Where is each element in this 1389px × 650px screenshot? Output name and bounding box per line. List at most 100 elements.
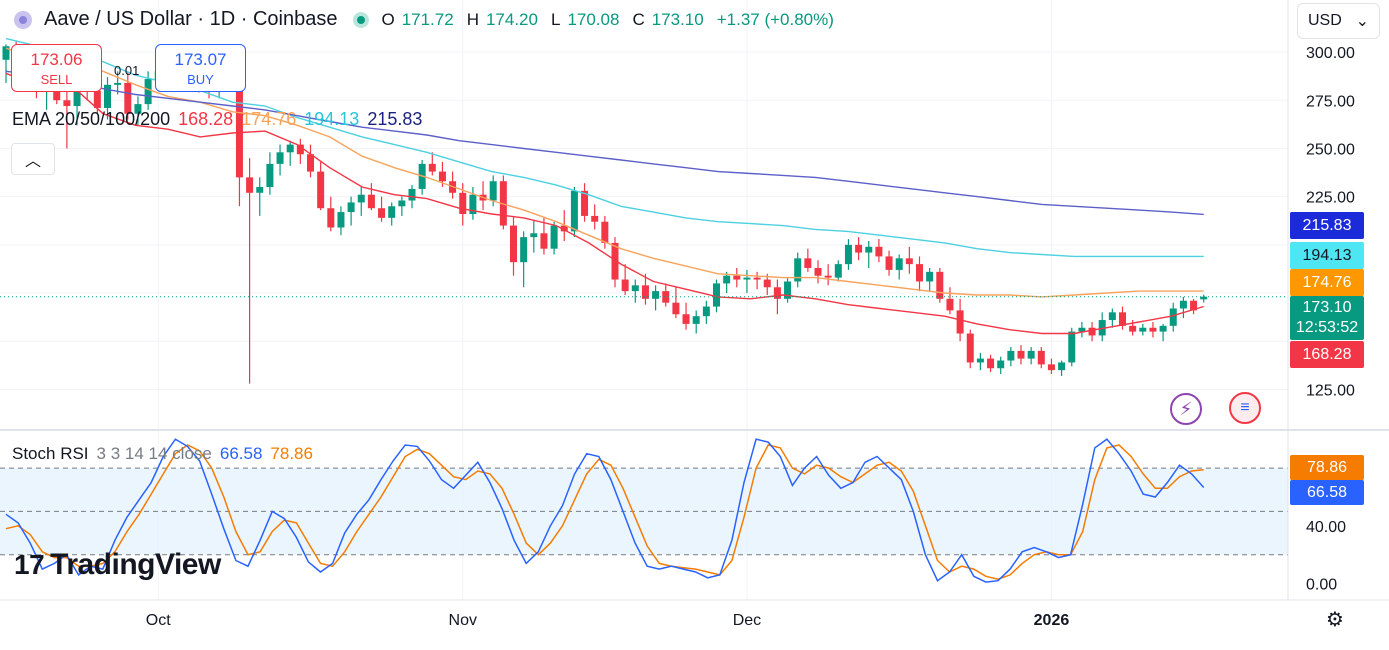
stoch-k-price-tag: 66.58 [1290,480,1364,505]
candle-body [53,84,61,101]
ema200-line [5,70,1204,216]
ema50-value: 174.76 [241,109,297,129]
candle-body [2,46,10,60]
candle-body [1179,300,1187,309]
candle-body [104,84,111,108]
candle-body [1068,331,1076,363]
candle-body [794,258,802,282]
stoch-d-price-tag: 78.86 [1290,455,1364,480]
sell-button[interactable]: 173.06 SELL [11,44,102,92]
candle-body [388,206,396,218]
chevron-up-icon: ︿ [24,153,41,170]
candle-body [73,79,81,107]
aave-logo-icon [14,10,32,29]
candle-body [93,90,101,108]
stoch-name: Stoch RSI [12,444,89,463]
ema200-price-tag: 215.83 [1290,212,1364,239]
ema-legend[interactable]: EMA 20/50/100/200 168.28 174.76 194.13 2… [12,109,422,130]
candle-body [1058,362,1066,371]
candle-body [743,277,751,280]
stoch-tick-label: 0.00 [1306,577,1337,594]
candle-body [804,258,812,268]
candle-body [692,316,700,324]
market-status-icon[interactable] [353,11,370,28]
candle-body [530,233,538,238]
candle-body [946,298,954,311]
candle-body [1159,325,1167,332]
ema100-value: 194.13 [304,109,360,129]
candle-body [1088,327,1096,336]
stoch-k-line [5,438,1205,583]
candle-body [246,177,254,193]
last-price-value: 173.10 [1302,299,1352,316]
time-tick-label: Nov [449,612,477,629]
candle-body [1200,296,1208,300]
time-tick-label: Oct [146,612,171,629]
last-price-tag: 173.10 12:53:52 [1290,296,1364,340]
price-tick-label: 225.00 [1306,190,1355,207]
candle-body [570,190,578,232]
stoch-d-line [5,444,1204,580]
open-value: 171.72 [401,9,454,29]
ohlc-values: O 171.72 H 174.20 L 170.08 C 173.10 +1.37 (+… [381,10,833,30]
candle-body [702,306,710,317]
candle-body [652,291,660,299]
price-axis-labels: 300.00 275.00 250.00 225.00 125.00 [1306,45,1355,399]
sell-label: SELL [40,71,73,87]
candle-body [459,192,467,214]
ema-lines [5,37,1204,335]
low-label: L [550,9,561,29]
candle-body [347,202,355,213]
collapse-legend-button[interactable]: ︿ [11,143,55,175]
chevron-down-icon: ⌄ [1355,13,1369,30]
stoch-rsi-legend[interactable]: Stoch RSI 3 3 14 14 close 66.58 78.86 [12,444,313,464]
price-tick-label: 125.00 [1306,382,1355,399]
tradingview-logo-text: TradingView [50,548,221,581]
candle-body [378,208,386,218]
candle-body [966,333,974,363]
candle-body [469,194,477,214]
candle-body [134,104,142,114]
candle-body [824,275,832,278]
candle-body [855,244,863,253]
candle-body [114,82,122,85]
candle-body [773,287,781,299]
candle-body [337,212,345,228]
lightning-icon[interactable]: ⚡ [1170,393,1202,425]
chart-header: Aave / US Dollar · 1D · Coinbase O 171.72… [14,8,834,31]
candle-body [662,291,670,303]
currency-select[interactable]: USD ⌄ [1297,3,1380,39]
buy-button[interactable]: 173.07 BUY [155,44,246,92]
candle-body [733,275,741,280]
candle-body [235,80,243,178]
open-label: O [381,9,395,29]
candle-body [997,360,1005,369]
price-tick-label: 300.00 [1306,45,1355,62]
ema50-line [5,47,1204,298]
candle-body [1169,308,1177,326]
tradingview-logo[interactable]: 17 TradingView [14,548,221,582]
candle-body [560,225,568,232]
stoch-d-value: 78.86 [270,444,313,463]
symbol-title[interactable]: Aave / US Dollar · 1D · Coinbase [44,8,338,30]
candle-body [510,225,517,263]
low-value: 170.08 [567,9,620,29]
candle-body [591,215,599,222]
candle-body [408,188,416,201]
candle-body [611,242,619,280]
settings-icon[interactable]: ⚙ [1326,609,1344,631]
candle-body [1190,300,1198,311]
change-value: +1.37 (+0.80%) [716,9,834,29]
close-label: C [632,9,645,29]
candle-body [276,152,284,164]
candle-body [1017,350,1025,359]
stoch-k-value: 66.58 [219,444,263,463]
us-flag-icon[interactable]: ≡ [1229,392,1261,424]
candle-body [956,310,964,334]
buy-price: 173.07 [174,49,227,69]
ema20-line [5,72,1204,335]
candle-body [438,171,446,182]
candle-body [987,358,995,369]
candle-body [895,258,903,270]
